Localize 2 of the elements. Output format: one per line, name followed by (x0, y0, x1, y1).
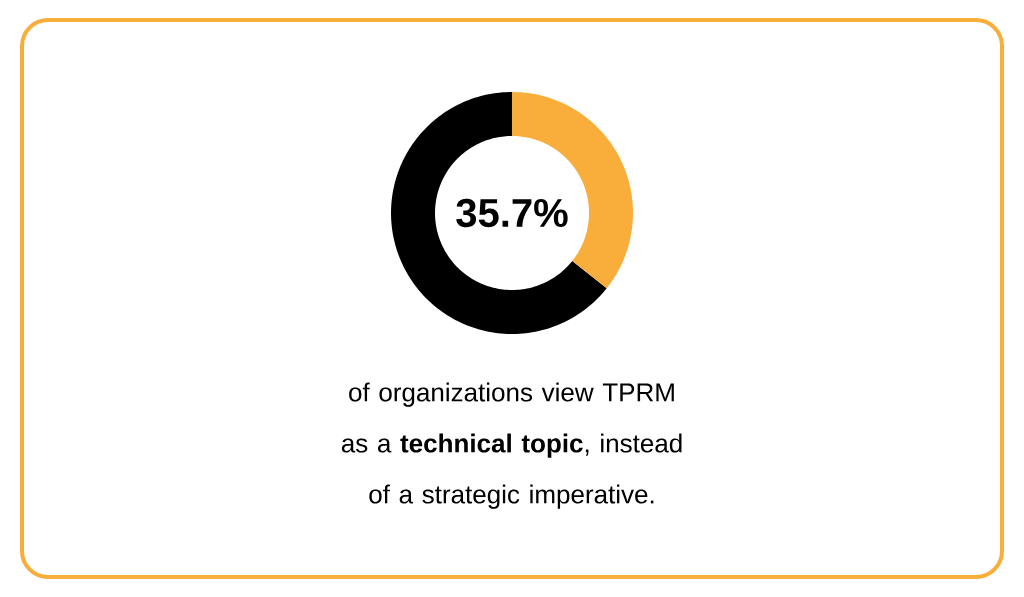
text: 35.7% (456, 198, 568, 228)
text: of organizations view TPRM as a technical topic, instead of a strategic imperative. (341, 382, 682, 509)
